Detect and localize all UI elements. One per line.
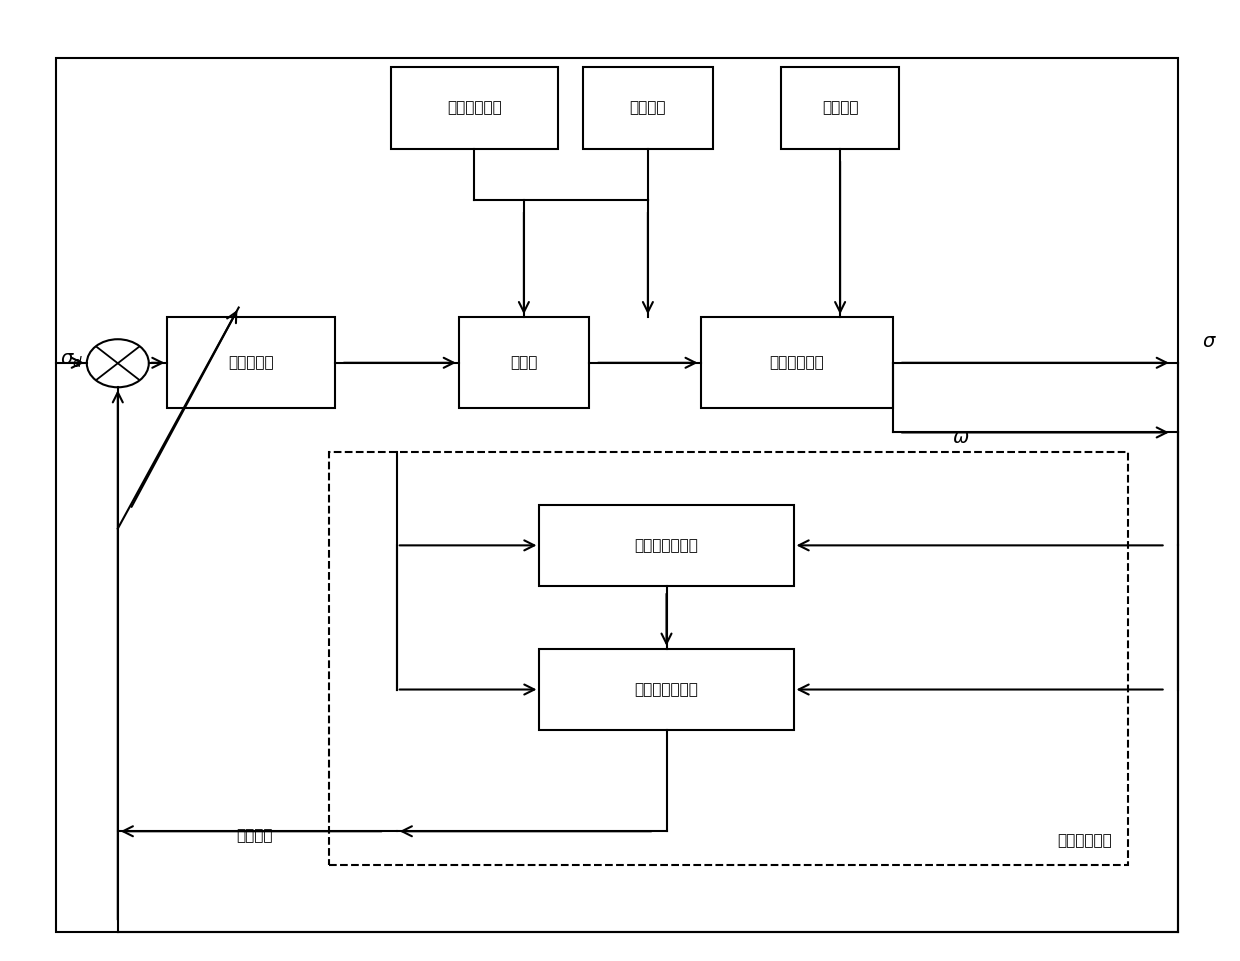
- Text: $\sigma_d$: $\sigma_d$: [61, 351, 83, 370]
- Bar: [459, 317, 589, 408]
- Text: 故障诊断模块: 故障诊断模块: [1058, 833, 1112, 849]
- Bar: [167, 317, 335, 408]
- Text: 容错控制器: 容错控制器: [228, 356, 274, 370]
- Text: 卫星姿态系统: 卫星姿态系统: [769, 356, 825, 370]
- Text: 故障估计: 故障估计: [236, 828, 273, 844]
- Text: 偏差故障: 偏差故障: [630, 101, 666, 115]
- Bar: [583, 67, 713, 149]
- Text: 效率损伤故障: 效率损伤故障: [446, 101, 502, 115]
- Bar: [391, 67, 558, 149]
- Bar: [329, 452, 1128, 865]
- Text: 执行器: 执行器: [510, 356, 538, 370]
- Bar: [539, 505, 794, 586]
- Bar: [781, 67, 899, 149]
- Bar: [701, 317, 893, 408]
- Bar: [539, 649, 794, 730]
- Text: 故障估计观测器: 故障估计观测器: [635, 682, 698, 697]
- Text: $\sigma$: $\sigma$: [1202, 332, 1216, 351]
- Text: 故障检测观测器: 故障检测观测器: [635, 538, 698, 553]
- Text: $\omega$: $\omega$: [952, 428, 970, 447]
- Text: 外部扰动: 外部扰动: [822, 101, 858, 115]
